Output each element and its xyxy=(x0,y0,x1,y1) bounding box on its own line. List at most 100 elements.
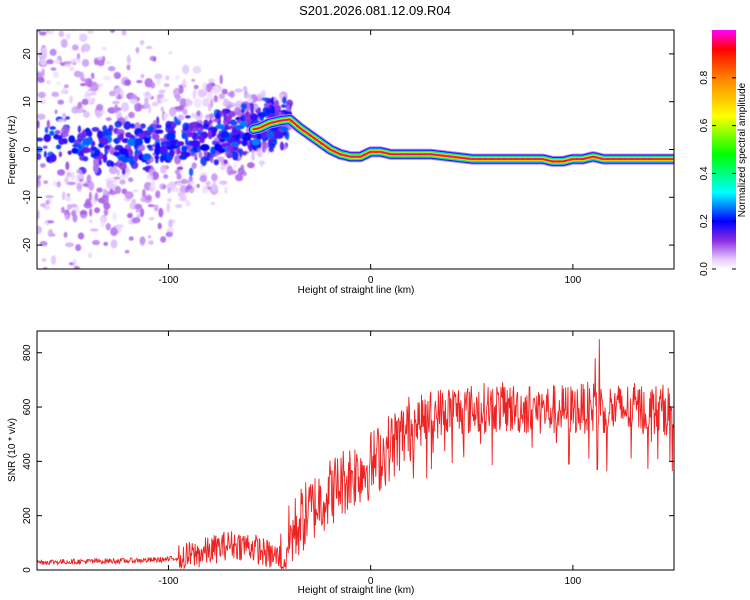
spectrogram-blob xyxy=(176,166,184,170)
spectrogram-blob xyxy=(114,72,122,80)
spectrogram-peak xyxy=(302,129,306,132)
spectrogram-blob xyxy=(158,207,164,218)
spectrogram-blob xyxy=(54,129,61,135)
spectrogram-blob xyxy=(195,85,199,89)
spectrogram-blob xyxy=(79,83,87,87)
spectrogram-blob xyxy=(76,18,83,25)
spectrogram-blob xyxy=(62,61,72,65)
spectrogram-blob xyxy=(119,179,126,185)
spectrogram-peak xyxy=(490,158,494,161)
snr-background xyxy=(37,331,674,570)
spectrogram-blob xyxy=(81,147,91,154)
spectrogram-blob xyxy=(77,232,85,240)
spectrogram-peak xyxy=(538,158,543,161)
spectrogram-blob xyxy=(127,177,134,182)
spectrogram-blob xyxy=(37,225,42,235)
spectrogram-blob xyxy=(175,204,183,209)
spectrogram-blob xyxy=(49,153,57,163)
spectrogram-blob xyxy=(37,91,46,99)
spectrogram-blob xyxy=(57,119,65,123)
spectrogram-blob xyxy=(80,45,86,53)
spectrogram-blob xyxy=(37,209,40,220)
spectrogram-blob xyxy=(176,147,181,155)
spectrogram-blob xyxy=(127,138,137,147)
spectrogram-peak xyxy=(599,157,603,160)
spectrogram-blob xyxy=(61,125,70,136)
spectrogram-blob xyxy=(58,30,65,38)
spectrogram-background xyxy=(37,30,674,269)
spectrogram-blob xyxy=(40,58,47,66)
spectrogram-blob xyxy=(70,210,77,217)
spectrogram-y-tick-label: -20 xyxy=(22,237,33,252)
spectrogram-blob xyxy=(86,174,92,184)
spectrogram-blob xyxy=(279,141,285,151)
spectrogram-blob xyxy=(105,117,112,122)
spectrogram-blob xyxy=(185,99,193,107)
spectrogram-blob xyxy=(55,144,62,150)
spectrogram-peak xyxy=(381,151,385,154)
spectrogram-blob xyxy=(88,130,93,137)
spectrogram-blob xyxy=(50,255,57,265)
snr-y-tick-label: 800 xyxy=(22,344,33,361)
spectrogram-x-ticks: -100 0 100 xyxy=(158,30,582,286)
spectrogram-blob xyxy=(37,137,44,142)
spectrogram-blob xyxy=(73,258,77,268)
spectrogram-y-tick-label: 20 xyxy=(22,48,33,60)
spectrogram-blob xyxy=(214,143,221,151)
spectrogram-blob xyxy=(84,77,93,87)
spectrogram-blob xyxy=(77,101,83,108)
spectrogram-blob xyxy=(121,102,130,112)
spectrogram-blob xyxy=(148,240,154,245)
spectrogram-blob xyxy=(210,83,216,87)
spectrogram-blob xyxy=(166,132,176,141)
spectrogram-blob xyxy=(37,72,43,79)
spectrogram-peak xyxy=(502,158,506,161)
spectrogram-blob xyxy=(110,30,115,33)
spectrogram-blob xyxy=(37,30,41,33)
spectrogram-blob xyxy=(56,181,61,188)
spectrogram-blob xyxy=(64,176,69,184)
spectrogram-blob xyxy=(112,212,117,222)
spectrogram-blob xyxy=(261,97,269,102)
spectrogram-blob xyxy=(275,109,280,116)
spectrogram-blob xyxy=(176,173,182,180)
spectrogram-blob xyxy=(124,115,129,121)
spectrogram-blob xyxy=(246,162,255,169)
spectrogram-blob xyxy=(139,236,146,246)
spectrogram-blob xyxy=(44,284,48,287)
spectrogram-blob xyxy=(139,39,145,46)
spectrogram-blob xyxy=(60,38,68,48)
spectrogram-blob xyxy=(37,77,45,83)
snr-y-ticks: 0 200 400 600 800 xyxy=(22,344,674,573)
spectrogram-blob xyxy=(71,106,79,114)
spectrogram-blob xyxy=(61,87,66,94)
spectrogram-blob xyxy=(106,61,112,65)
spectrogram-blob xyxy=(152,144,156,148)
chart-title: S201.2026.081.12.09.R04 xyxy=(299,3,451,18)
spectrogram-blob xyxy=(39,163,46,168)
spectrogram-blob xyxy=(51,91,59,97)
spectrogram-peak xyxy=(581,158,585,161)
spectrogram-blob xyxy=(163,112,168,118)
spectrogram-blob xyxy=(176,181,183,186)
spectrogram-blob xyxy=(165,75,170,81)
spectrogram-blob xyxy=(46,80,51,85)
spectrogram-blob xyxy=(191,162,197,169)
spectrogram-blob xyxy=(42,145,48,149)
spectrogram-blob xyxy=(58,151,63,158)
spectrogram-blob xyxy=(214,113,220,121)
spectrogram-blob xyxy=(116,169,120,176)
spectrogram-blob xyxy=(100,220,105,228)
spectrogram-blob xyxy=(108,14,116,18)
spectrogram-blob xyxy=(50,67,57,71)
spectrogram-blob xyxy=(76,169,82,174)
spectrogram-blob xyxy=(223,159,228,165)
spectrogram-blob xyxy=(156,93,165,99)
spectrogram-blob xyxy=(96,187,103,193)
spectrogram-blob xyxy=(88,191,93,201)
spectrogram-blob xyxy=(80,210,87,215)
spectrogram-blob xyxy=(268,140,273,145)
spectrogram-blob xyxy=(211,85,221,95)
spectrogram-blob xyxy=(69,95,74,104)
spectrogram-blob xyxy=(46,270,52,274)
